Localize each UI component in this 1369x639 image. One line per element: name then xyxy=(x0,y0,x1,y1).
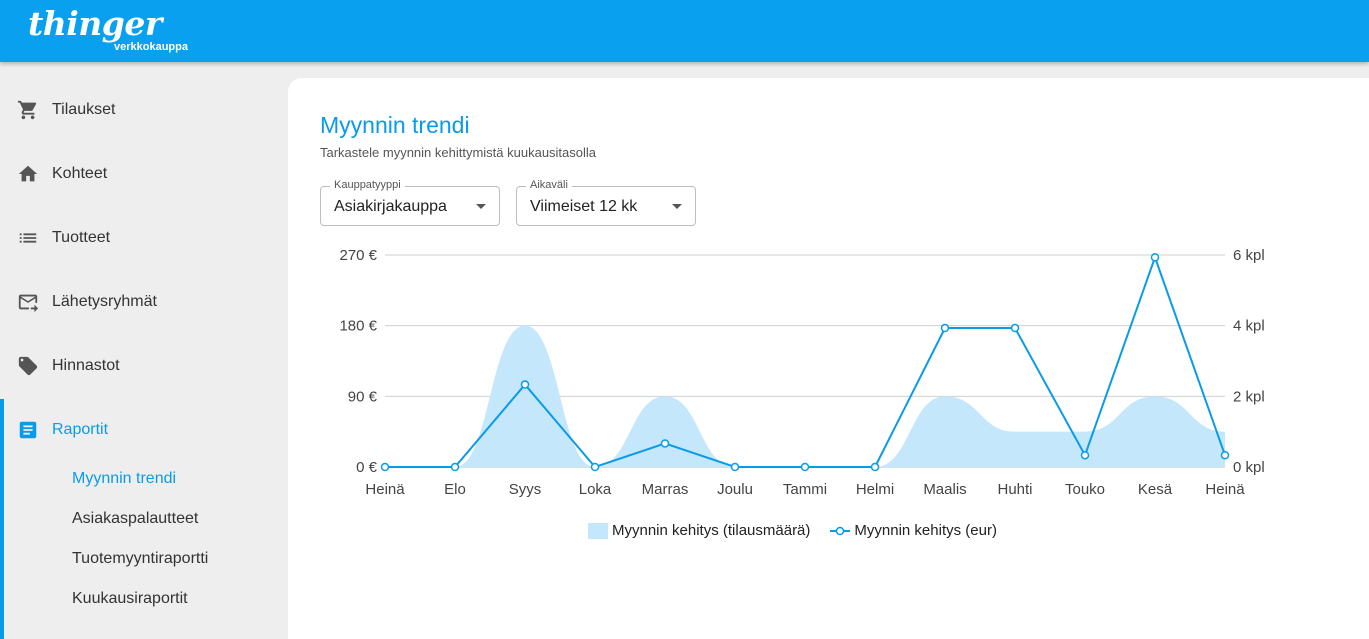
y-right-tick-label: 4 kpl xyxy=(1233,318,1265,335)
data-point-eur xyxy=(1150,253,1160,262)
sidebar-item-label: Raportit xyxy=(52,421,109,438)
x-tick-label: Loka xyxy=(579,481,612,498)
data-point-eur xyxy=(730,462,740,472)
sidebar-item-orders[interactable]: Tilaukset xyxy=(0,78,288,142)
sidebar-item-label: Lähetysryhmät xyxy=(52,293,157,310)
list-icon xyxy=(17,227,39,249)
data-point-eur xyxy=(800,462,810,472)
brand-subtitle: verkkokauppa xyxy=(114,41,188,53)
data-point-eur xyxy=(940,323,950,333)
legend-swatch-line xyxy=(830,526,851,535)
legend-label-order-count: Myynnin kehitys (tilausmäärä) xyxy=(612,522,811,539)
data-point-eur xyxy=(380,462,390,472)
x-tick-label: Heinä xyxy=(365,481,405,498)
x-tick-label: Marras xyxy=(642,481,689,498)
x-tick-label: Joulu xyxy=(717,481,753,498)
active-indicator xyxy=(0,399,4,639)
sidebar: Tilaukset Kohteet Tuotteet Lähetysryhmät… xyxy=(0,62,288,639)
sidebar-item-shipping-groups[interactable]: Lähetysryhmät xyxy=(0,270,288,334)
report-icon xyxy=(17,419,39,441)
sidebar-item-label: Hinnastot xyxy=(52,357,120,374)
sidebar-item-label: Kohteet xyxy=(52,165,108,182)
dropdown-arrow-icon xyxy=(672,204,682,209)
x-tick-label: Tammi xyxy=(783,481,827,498)
x-tick-label: Touko xyxy=(1065,481,1105,498)
sidebar-subitem-monthly-reports[interactable]: Kuukausiraportit xyxy=(72,590,188,607)
sidebar-item-label: Tilaukset xyxy=(52,101,116,118)
dropdown-arrow-icon xyxy=(476,204,486,209)
data-point-eur xyxy=(660,439,670,448)
data-point-eur xyxy=(1010,323,1020,333)
mail-forward-icon xyxy=(17,291,39,313)
sidebar-item-price-lists[interactable]: Hinnastot xyxy=(0,334,288,398)
top-bar: thinger verkkokauppa xyxy=(0,0,1369,62)
period-label: Aikaväli xyxy=(526,179,572,191)
y-left-tick-label: 90 € xyxy=(348,388,378,405)
data-point-eur xyxy=(1220,450,1230,460)
sidebar-item-label: Tuotteet xyxy=(52,229,111,246)
sidebar-subitem-product-sales-report[interactable]: Tuotemyyntiraportti xyxy=(72,550,209,567)
store-type-label: Kauppatyyppi xyxy=(330,179,405,191)
legend-label-eur: Myynnin kehitys (eur) xyxy=(854,522,997,539)
cart-icon xyxy=(17,99,39,121)
x-tick-label: Heinä xyxy=(1205,481,1245,498)
y-right-tick-label: 0 kpl xyxy=(1233,459,1265,476)
sidebar-item-reports[interactable]: Raportit xyxy=(0,398,288,462)
chart-legend: Myynnin kehitys (tilausmäärä) Myynnin ke… xyxy=(588,522,1017,539)
tag-icon xyxy=(17,355,39,377)
area-series-order-count xyxy=(385,325,1225,467)
sidebar-item-products[interactable]: Tuotteet xyxy=(0,206,288,270)
legend-swatch-area xyxy=(588,522,608,539)
x-tick-label: Syys xyxy=(509,481,542,498)
store-type-value: Asiakirjakauppa xyxy=(334,198,447,215)
y-right-tick-label: 2 kpl xyxy=(1233,388,1265,405)
sidebar-subitem-customer-feedback[interactable]: Asiakaspalautteet xyxy=(72,510,199,527)
data-point-eur xyxy=(450,462,460,472)
page-title: Myynnin trendi xyxy=(320,112,470,138)
y-right-tick-label: 6 kpl xyxy=(1233,247,1265,264)
legend-item-eur[interactable]: Myynnin kehitys (eur) xyxy=(830,522,997,539)
y-left-tick-label: 180 € xyxy=(339,318,377,335)
home-icon xyxy=(17,163,39,185)
data-point-eur xyxy=(520,380,530,389)
legend-item-order-count[interactable]: Myynnin kehitys (tilausmäärä) xyxy=(588,522,810,539)
store-type-select[interactable]: Kauppatyyppi Asiakirjakauppa xyxy=(320,179,500,226)
y-left-tick-label: 270 € xyxy=(339,247,377,264)
sidebar-item-locations[interactable]: Kohteet xyxy=(0,142,288,206)
brand-logo[interactable]: thinger verkkokauppa xyxy=(28,4,188,53)
y-left-tick-label: 0 € xyxy=(356,459,378,476)
x-tick-label: Helmi xyxy=(856,481,894,498)
data-point-eur xyxy=(870,462,880,472)
period-select[interactable]: Aikaväli Viimeiset 12 kk xyxy=(516,179,696,226)
data-point-eur xyxy=(590,462,600,472)
x-tick-label: Elo xyxy=(444,481,466,498)
content-card: Myynnin trendi Tarkastele myynnin kehitt… xyxy=(288,78,1369,639)
page-subtitle: Tarkastele myynnin kehittymistä kuukausi… xyxy=(320,145,597,160)
brand-name: thinger xyxy=(28,4,162,43)
x-tick-label: Huhti xyxy=(997,481,1032,498)
x-tick-label: Maalis xyxy=(923,481,966,498)
sales-trend-chart: 0 € 0 kpl 90 € 2 kpl 180 € 4 kpl 270 € 6 kpl Hei… xyxy=(339,247,1265,498)
x-tick-label: Kesä xyxy=(1138,481,1173,498)
period-value: Viimeiset 12 kk xyxy=(530,198,638,215)
data-point-eur xyxy=(1080,450,1090,460)
sidebar-subitem-sales-trend[interactable]: Myynnin trendi xyxy=(72,470,177,487)
